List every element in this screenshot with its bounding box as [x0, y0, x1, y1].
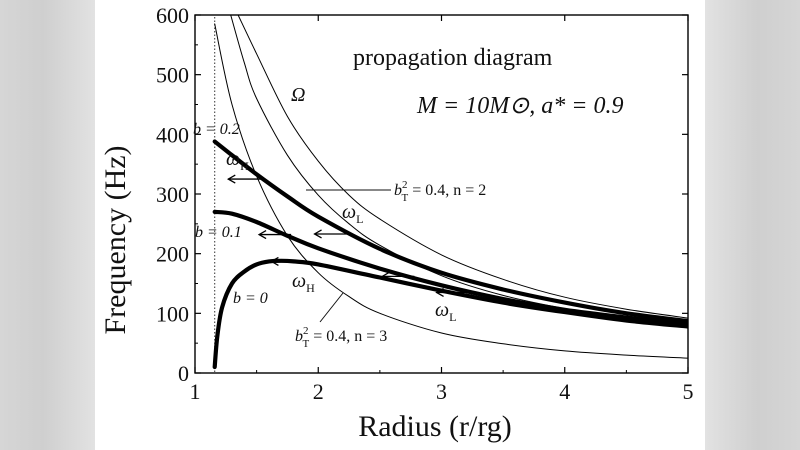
b01-label: b = 0.1 [195, 224, 242, 241]
direction-arrow [381, 271, 415, 281]
propagation-chart: 1 2 3 4 5 0 100 200 300 400 500 600 propagation dia… [99, 3, 694, 443]
direction-arrow [226, 174, 263, 184]
x-tick-label: 4 [559, 379, 570, 404]
chart-figure: 1 2 3 4 5 0 100 200 300 400 500 600 propagation dia… [95, 0, 705, 450]
omega-h-lower: ωH [292, 270, 315, 295]
y-tick-label: 500 [156, 63, 189, 88]
y-axis-title: Frequency (Hz) [99, 145, 132, 334]
series-line-omega [237, 15, 688, 319]
right-backdrop [705, 0, 800, 450]
omega-l-upper: ωL [342, 201, 363, 226]
chart-title: propagation diagram [353, 45, 553, 71]
b02-label: b = 0.2 [193, 121, 240, 138]
y-tick-label: 0 [178, 361, 189, 386]
series-line-b-0-2 [212, 139, 688, 324]
bt-n2-label: b2 T = 0.4, n = 2 [394, 179, 486, 204]
x-tick-label: 2 [313, 379, 324, 404]
bt-n3-label: b2 T = 0.4, n = 3 [295, 325, 387, 350]
direction-arrow [435, 287, 469, 298]
n3-leader-line [319, 292, 344, 323]
x-tick-label: 1 [190, 379, 201, 404]
series-line-b-t-2-0-4-n-3 [214, 23, 688, 359]
direction-arrow [257, 230, 292, 240]
left-backdrop [0, 0, 95, 450]
omega-h-upper: ωH [226, 148, 249, 173]
omega-l-lower: ωL [435, 299, 456, 324]
omega-label: Ω [291, 84, 305, 106]
x-tick-label: 5 [683, 379, 694, 404]
y-tick-label: 200 [156, 242, 189, 267]
y-tick-label: 300 [156, 182, 189, 207]
y-tick-label: 600 [156, 3, 189, 28]
x-axis-title: Radius (r/rg) [358, 410, 512, 443]
x-tick-label: 3 [436, 379, 447, 404]
y-tick-label: 400 [156, 122, 189, 147]
chart-parameters: M = 10M⊙, a* = 0.9 [416, 93, 623, 119]
y-tick-label: 100 [156, 301, 189, 326]
series-line-b-0-1 [212, 209, 688, 327]
direction-arrow [313, 229, 350, 239]
b0-label: b = 0 [233, 290, 268, 307]
direction-arrow [270, 256, 304, 266]
series-line-b-t-2-0-4-n-2 [230, 15, 688, 326]
